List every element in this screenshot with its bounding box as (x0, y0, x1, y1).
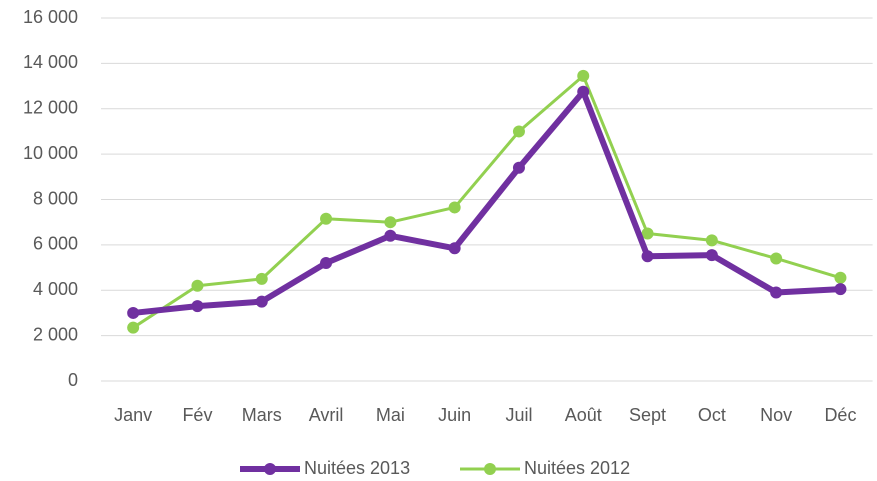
point (641, 227, 654, 240)
legend-marker (264, 463, 276, 475)
x-tick-label: Juin (438, 405, 471, 425)
point (255, 295, 268, 308)
point (512, 125, 525, 138)
y-tick-label: 8 000 (33, 188, 78, 208)
x-tick-label: Nov (760, 405, 792, 425)
x-tick-label: Mars (242, 405, 282, 425)
point (641, 250, 654, 263)
x-tick-label: Juil (505, 405, 532, 425)
legend-label: Nuitées 2013 (304, 458, 410, 478)
point (448, 201, 461, 214)
y-tick-label: 6 000 (33, 234, 78, 254)
point (770, 286, 783, 299)
point (191, 300, 204, 313)
x-tick-label: Janv (114, 405, 152, 425)
x-tick-label: Déc (824, 405, 856, 425)
point (577, 69, 590, 82)
legend-label: Nuitées 2012 (524, 458, 630, 478)
series-line (132, 88, 841, 316)
point (770, 252, 783, 265)
x-tick-label: Oct (698, 405, 726, 425)
point (448, 242, 461, 255)
y-tick-label: 14 000 (23, 52, 78, 72)
y-tick-label: 4 000 (33, 279, 78, 299)
y-tick-label: 10 000 (23, 143, 78, 163)
point (384, 229, 397, 242)
x-tick-label: Fév (182, 405, 212, 425)
y-tick-label: 12 000 (23, 98, 78, 118)
point (127, 321, 140, 334)
point (320, 212, 333, 225)
x-tick-label: Avril (309, 405, 344, 425)
point (705, 249, 718, 262)
series-line (132, 74, 841, 329)
point (320, 257, 333, 270)
y-tick-label: 0 (68, 370, 78, 390)
point (834, 283, 847, 296)
point (384, 216, 397, 229)
point (577, 85, 590, 98)
y-tick-label: 2 000 (33, 324, 78, 344)
point (255, 272, 268, 285)
point (127, 306, 140, 319)
y-tick-label: 16 000 (23, 7, 78, 27)
point (705, 234, 718, 247)
x-tick-label: Août (565, 405, 602, 425)
x-tick-label: Mai (376, 405, 405, 425)
point (512, 161, 525, 174)
point (191, 279, 204, 292)
legend-marker (484, 463, 496, 475)
point (834, 271, 847, 284)
x-tick-label: Sept (629, 405, 666, 425)
